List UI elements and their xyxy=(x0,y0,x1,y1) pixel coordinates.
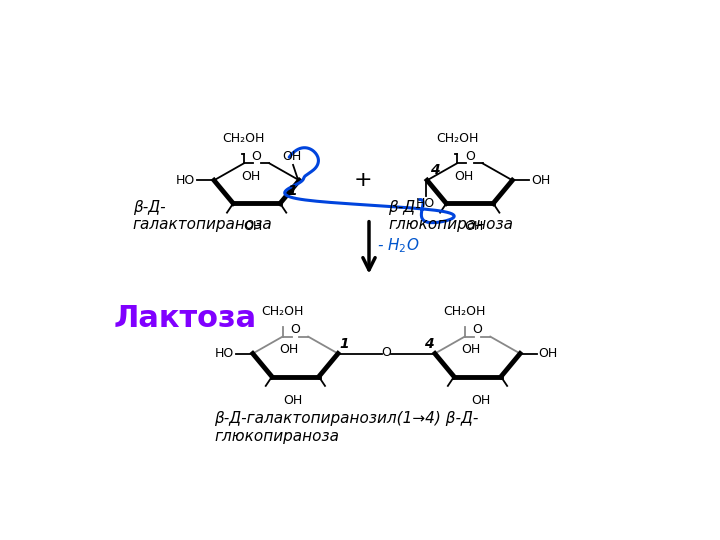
Text: 4: 4 xyxy=(423,338,433,351)
Text: HO: HO xyxy=(176,174,195,187)
Text: HO: HO xyxy=(416,197,435,210)
Text: β-Д-
галактопираноза: β-Д- галактопираноза xyxy=(132,200,272,232)
Text: HO: HO xyxy=(215,347,234,360)
Text: OH: OH xyxy=(240,170,260,183)
Text: OH: OH xyxy=(462,343,481,356)
Text: CH₂OH: CH₂OH xyxy=(436,132,478,145)
Text: CH₂OH: CH₂OH xyxy=(261,305,304,318)
Text: O: O xyxy=(465,150,474,163)
Text: Лактоза: Лактоза xyxy=(113,305,256,333)
Text: O: O xyxy=(290,323,300,336)
Text: 1: 1 xyxy=(287,184,297,198)
Text: OH: OH xyxy=(539,347,558,360)
Text: 4: 4 xyxy=(431,163,440,177)
Text: OH: OH xyxy=(284,394,302,407)
Text: O: O xyxy=(252,150,261,163)
Text: CH₂OH: CH₂OH xyxy=(444,305,486,318)
Text: +: + xyxy=(354,170,372,190)
Text: β-Д-галактопиранозил(1→4) β-Д-
глюкопираноза: β-Д-галактопиранозил(1→4) β-Д- глюкопира… xyxy=(214,411,478,444)
Text: OH: OH xyxy=(282,150,301,164)
Text: OH: OH xyxy=(531,174,550,187)
Text: OH: OH xyxy=(472,394,491,407)
Text: O: O xyxy=(472,323,482,336)
Text: CH₂OH: CH₂OH xyxy=(222,132,265,145)
Text: 1: 1 xyxy=(340,338,349,351)
Text: OH: OH xyxy=(464,220,483,233)
Text: OH: OH xyxy=(279,343,299,356)
Text: O: O xyxy=(382,346,392,359)
Text: OH: OH xyxy=(454,170,473,183)
Text: OH: OH xyxy=(243,220,262,233)
Text: - $H_2O$: - $H_2O$ xyxy=(377,237,419,255)
Text: β-Д-
глюкопираноза: β-Д- глюкопираноза xyxy=(388,200,513,232)
